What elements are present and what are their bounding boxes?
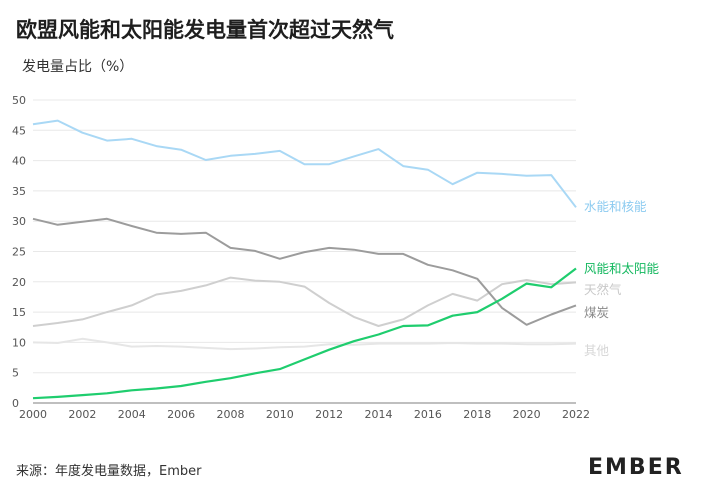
series-line-1: [32, 267, 577, 400]
x-tick-label: 2018: [463, 408, 491, 421]
x-tick-label: 2000: [19, 408, 47, 421]
x-tick-label: 2014: [365, 408, 393, 421]
y-tick-label: 45: [12, 124, 26, 137]
x-axis-ticks: 2000 2002 2004 2006 2008 2010 2012 2014 2016 2018…: [19, 408, 590, 421]
x-tick-label: 2006: [167, 408, 195, 421]
y-tick-label: 15: [12, 306, 26, 319]
series-line-2: [32, 276, 577, 327]
y-tick-label: 0: [12, 397, 19, 410]
x-tick-label: 2010: [266, 408, 294, 421]
series-label-0: 水能和核能: [584, 199, 647, 214]
x-tick-label: 2022: [562, 408, 590, 421]
series-label-4: 其他: [584, 343, 610, 358]
x-tick-label: 2002: [68, 408, 96, 421]
series-label-1: 风能和太阳能: [584, 261, 660, 276]
ember-logo: EMBER: [588, 455, 684, 480]
chart-title: 欧盟风能和太阳能发电量首次超过天然气: [16, 18, 394, 42]
y-tick-label: 30: [12, 215, 26, 228]
y-axis-ticks: 0 5 10 15 20 25 30 35 40 45 50: [12, 94, 26, 410]
y-tick-label: 25: [12, 246, 26, 259]
y-tick-label: 35: [12, 185, 26, 198]
y-tick-label: 20: [12, 276, 26, 289]
y-tick-label: 50: [12, 94, 26, 107]
x-tick-label: 2020: [513, 408, 541, 421]
x-tick-label: 2012: [315, 408, 343, 421]
series-label-2: 天然气: [584, 282, 622, 297]
source-note: 来源：年度发电量数据，Ember: [16, 464, 202, 479]
x-tick-label: 2008: [216, 408, 244, 421]
x-tick-label: 2016: [414, 408, 442, 421]
series-line-3: [32, 217, 577, 326]
y-tick-label: 40: [12, 155, 26, 168]
series-line-0: [32, 119, 577, 208]
x-tick-label: 2004: [118, 408, 146, 421]
series-lines: [32, 119, 577, 400]
y-tick-label: 10: [12, 336, 26, 349]
y-tick-label: 5: [12, 367, 19, 380]
y-axis-label: 发电量占比（%）: [22, 59, 134, 75]
series-label-3: 煤炭: [584, 305, 609, 320]
series-line-4: [32, 337, 577, 351]
